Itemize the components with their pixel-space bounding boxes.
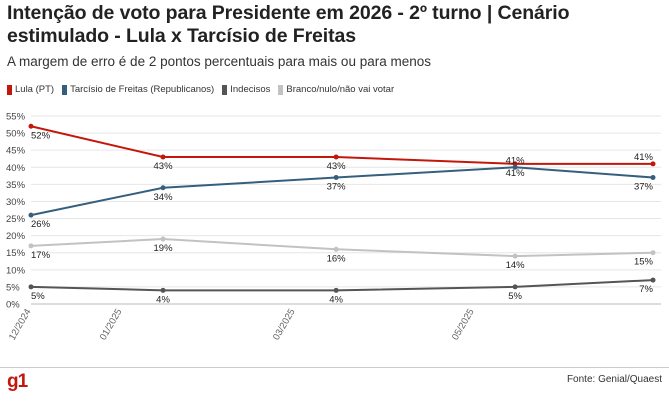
data-point [28, 123, 34, 129]
data-label: 15% [634, 257, 654, 268]
y-tick-label: 40% [6, 163, 26, 174]
chart-subtitle: A margem de erro é de 2 pontos percentua… [7, 54, 431, 69]
data-point [512, 164, 518, 170]
x-tick-label: 05/2025 [450, 307, 477, 342]
legend-label-indecisos: Indecisos [230, 84, 271, 95]
data-point [160, 154, 166, 160]
data-point [650, 277, 656, 283]
y-tick-label: 10% [6, 265, 26, 276]
y-tick-label: 45% [6, 146, 26, 157]
data-label: 43% [327, 161, 347, 172]
data-label: 5% [508, 291, 522, 302]
source-note: Fonte: Genial/Quaest [566, 374, 662, 385]
data-label: 4% [156, 294, 170, 305]
legend: Lula (PT) Tarcísio de Freitas (Republica… [7, 84, 402, 95]
data-point [512, 161, 518, 167]
data-point [650, 161, 656, 167]
data-point [650, 250, 656, 256]
footer-divider [0, 367, 669, 368]
legend-swatch-lula [7, 84, 12, 95]
data-point [333, 287, 339, 293]
data-label: 14% [506, 260, 526, 271]
data-point [333, 154, 339, 160]
series-line [30, 279, 654, 292]
y-tick-label: 35% [6, 180, 26, 191]
legend-label-tarcisio: Tarcísio de Freitas (Republicanos) [70, 84, 215, 95]
data-point [512, 253, 518, 259]
series-line [30, 125, 653, 165]
data-label: 4% [329, 294, 343, 305]
data-point [333, 175, 339, 181]
y-tick-label: 30% [6, 197, 26, 208]
data-label: 34% [154, 192, 174, 203]
g1-logo: g1 [7, 371, 28, 392]
legend-label-branco-nulo: Branco/nulo/não vai votar [286, 84, 395, 95]
data-label: 52% [31, 130, 51, 141]
data-point [28, 284, 34, 290]
y-tick-label: 5% [6, 282, 20, 293]
label-layer: 52% 43% 43% 41% 41% 26% 34% 37% 41% 37% 5% 4% 4% 5% 7%… [31, 130, 654, 305]
data-label: 37% [634, 182, 654, 193]
y-tick-label: 50% [6, 129, 26, 140]
data-label: 41% [506, 155, 526, 166]
series-layer [28, 123, 656, 293]
data-point [160, 236, 166, 242]
y-tick-label: 55% [6, 112, 26, 123]
legend-label-lula: Lula (PT) [15, 84, 55, 95]
data-label: 5% [31, 291, 45, 302]
x-tick-label: 03/2025 [271, 307, 298, 342]
data-label: 16% [327, 253, 347, 264]
grid-layer: 0% 5% 10% 15% 20% 25% 30% 35% 40% 45% 50% 55% 12/202… [6, 112, 661, 342]
data-point [160, 185, 166, 191]
legend-item-lula: Lula (PT) [7, 84, 54, 95]
data-label: 19% [154, 243, 174, 254]
data-label: 37% [327, 182, 347, 193]
legend-item-indecisos: Indecisos [222, 84, 270, 95]
y-tick-label: 0% [6, 300, 20, 311]
legend-swatch-tarcisio [62, 84, 68, 95]
data-point [650, 175, 656, 181]
y-tick-label: 25% [6, 214, 26, 225]
legend-item-tarcisio: Tarcísio de Freitas (Republicanos) [62, 84, 214, 95]
legend-item-branco-nulo: Branco/nulo/não vai votar [278, 84, 394, 95]
data-label: 43% [154, 161, 174, 172]
legend-swatch-branco-nulo [278, 84, 284, 95]
data-label: 17% [31, 250, 51, 261]
data-point [160, 287, 166, 293]
legend-swatch-indecisos [222, 84, 228, 95]
data-label: 41% [506, 168, 526, 179]
y-tick-label: 20% [6, 231, 26, 242]
x-tick-label: 01/2025 [98, 307, 125, 342]
chart-title: Intenção de voto para Presidente em 2026… [7, 2, 570, 47]
data-label: 7% [639, 284, 653, 295]
y-tick-label: 15% [6, 248, 26, 259]
data-point [333, 246, 339, 252]
data-point [28, 212, 34, 218]
data-point [512, 284, 518, 290]
data-label: 26% [31, 219, 51, 230]
data-label: 41% [634, 152, 654, 163]
x-tick-label: 12/2024 [7, 307, 34, 342]
data-point [28, 243, 34, 249]
